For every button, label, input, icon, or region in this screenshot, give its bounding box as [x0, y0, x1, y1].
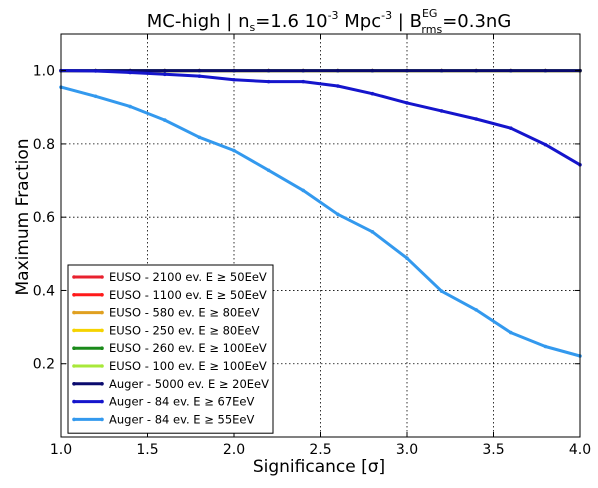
y-tick-label: 0.2 [33, 357, 55, 373]
data-point [266, 79, 271, 84]
x-tick-label: 4.0 [569, 442, 591, 458]
legend-label: EUSO - 260 ev. E ≥ 100EeV [109, 341, 267, 355]
legend-label: EUSO - 2100 ev. E ≥ 50EeV [109, 270, 267, 284]
data-point [370, 230, 375, 234]
data-point [405, 256, 409, 261]
legend-marker [72, 293, 76, 297]
legend-marker [100, 364, 104, 368]
legend-marker [72, 399, 76, 404]
data-point [405, 68, 409, 73]
x-tick-label: 2.0 [223, 442, 245, 458]
series-line [60, 69, 581, 167]
series-8 [59, 85, 582, 358]
legend-marker [100, 399, 104, 404]
legend-marker [72, 364, 76, 368]
data-point [197, 68, 202, 73]
data-point [336, 84, 340, 88]
legend-entry: Auger - 5000 ev. E ≥ 20EeV [72, 377, 269, 391]
x-tick-label: 1.0 [50, 442, 72, 458]
plot-series [59, 68, 582, 358]
y-tick-label: 0.8 [33, 137, 55, 153]
legend-marker [100, 310, 104, 315]
legend-marker [100, 382, 104, 386]
data-point [232, 68, 236, 73]
data-point [163, 72, 167, 77]
data-point [336, 212, 340, 217]
legend-marker [72, 310, 76, 315]
legend-marker [72, 346, 76, 351]
legend-entry: EUSO - 260 ev. E ≥ 100EeV [72, 341, 267, 355]
data-point [439, 109, 444, 113]
legend-label: Auger - 5000 ev. E ≥ 20EeV [109, 377, 269, 391]
chart-title: MC-high | ns=1.6 10-3 Mpc-3 | BEG rms=0.3… [147, 7, 512, 36]
legend-entry: Auger - 84 ev. E ≥ 67EeV [72, 395, 254, 409]
legend-marker [100, 275, 104, 279]
legend-marker [100, 346, 104, 351]
data-point [370, 91, 375, 96]
data-point [128, 70, 132, 75]
data-point [232, 148, 236, 153]
x-tick-label: 1.5 [136, 442, 158, 458]
series-line [60, 85, 581, 358]
data-point [266, 68, 271, 73]
legend-marker [72, 417, 76, 422]
legend-marker [100, 417, 104, 422]
data-point [370, 68, 375, 73]
data-point [474, 308, 479, 312]
y-axis-title: Maximum Fraction [13, 138, 33, 295]
data-point [163, 118, 167, 122]
data-point [266, 168, 271, 173]
data-point [509, 68, 513, 73]
legend-label: Auger - 84 ev. E ≥ 67EeV [109, 395, 254, 409]
data-point [509, 330, 513, 335]
axis-ticks: 1.0 1.5 2.0 2.5 3.0 3.5 4.0 0.2 0.4 0.6 0.8 1.0 [33, 34, 591, 458]
data-point [439, 68, 444, 73]
data-point [474, 117, 479, 121]
data-point [232, 77, 236, 82]
legend-entry: EUSO - 100 ev. E ≥ 100EeV [72, 359, 267, 373]
data-point [509, 126, 513, 130]
data-point [543, 68, 548, 73]
legend-marker [72, 382, 76, 386]
data-point [543, 344, 548, 349]
data-point [197, 135, 202, 140]
legend-marker [72, 275, 76, 279]
legend-entry: Auger - 84 ev. E ≥ 55EeV [72, 412, 254, 426]
y-tick-label: 0.6 [33, 210, 55, 226]
y-tick-label: 0.4 [33, 283, 55, 299]
data-point [543, 142, 548, 147]
data-point [474, 68, 479, 73]
data-point [405, 101, 409, 105]
legend-marker [72, 328, 76, 333]
data-point [128, 104, 132, 109]
data-point [301, 188, 306, 193]
data-point [301, 68, 306, 73]
legend-entry: EUSO - 580 ev. E ≥ 80EeV [72, 306, 260, 320]
data-point [197, 74, 202, 78]
legend-entry: EUSO - 1100 ev. E ≥ 50EeV [72, 288, 267, 302]
data-point [439, 289, 444, 293]
x-tick-label: 2.5 [309, 442, 331, 458]
legend-entry: EUSO - 250 ev. E ≥ 80EeV [72, 323, 260, 337]
data-point [301, 79, 306, 84]
legend: EUSO - 2100 ev. E ≥ 50EeV EUSO - 1100 ev.… [67, 264, 274, 434]
legend-label: EUSO - 100 ev. E ≥ 100EeV [109, 359, 267, 373]
y-tick-label: 1.0 [33, 64, 55, 80]
legend-label: EUSO - 250 ev. E ≥ 80EeV [109, 323, 260, 337]
legend-marker [100, 328, 104, 333]
x-axis-title: Significance [σ] [253, 457, 385, 477]
series-7 [59, 68, 582, 167]
data-point [93, 69, 98, 73]
legend-label: Auger - 84 ev. E ≥ 55EeV [109, 412, 254, 426]
x-tick-label: 3.5 [482, 442, 504, 458]
data-point [93, 94, 98, 99]
x-tick-label: 3.0 [396, 442, 418, 458]
legend-marker [100, 293, 104, 297]
legend-label: EUSO - 580 ev. E ≥ 80EeV [109, 306, 260, 320]
legend-label: EUSO - 1100 ev. E ≥ 50EeV [109, 288, 267, 302]
legend-entry: EUSO - 2100 ev. E ≥ 50EeV [72, 270, 267, 284]
data-point [163, 68, 167, 73]
data-point [336, 68, 340, 73]
